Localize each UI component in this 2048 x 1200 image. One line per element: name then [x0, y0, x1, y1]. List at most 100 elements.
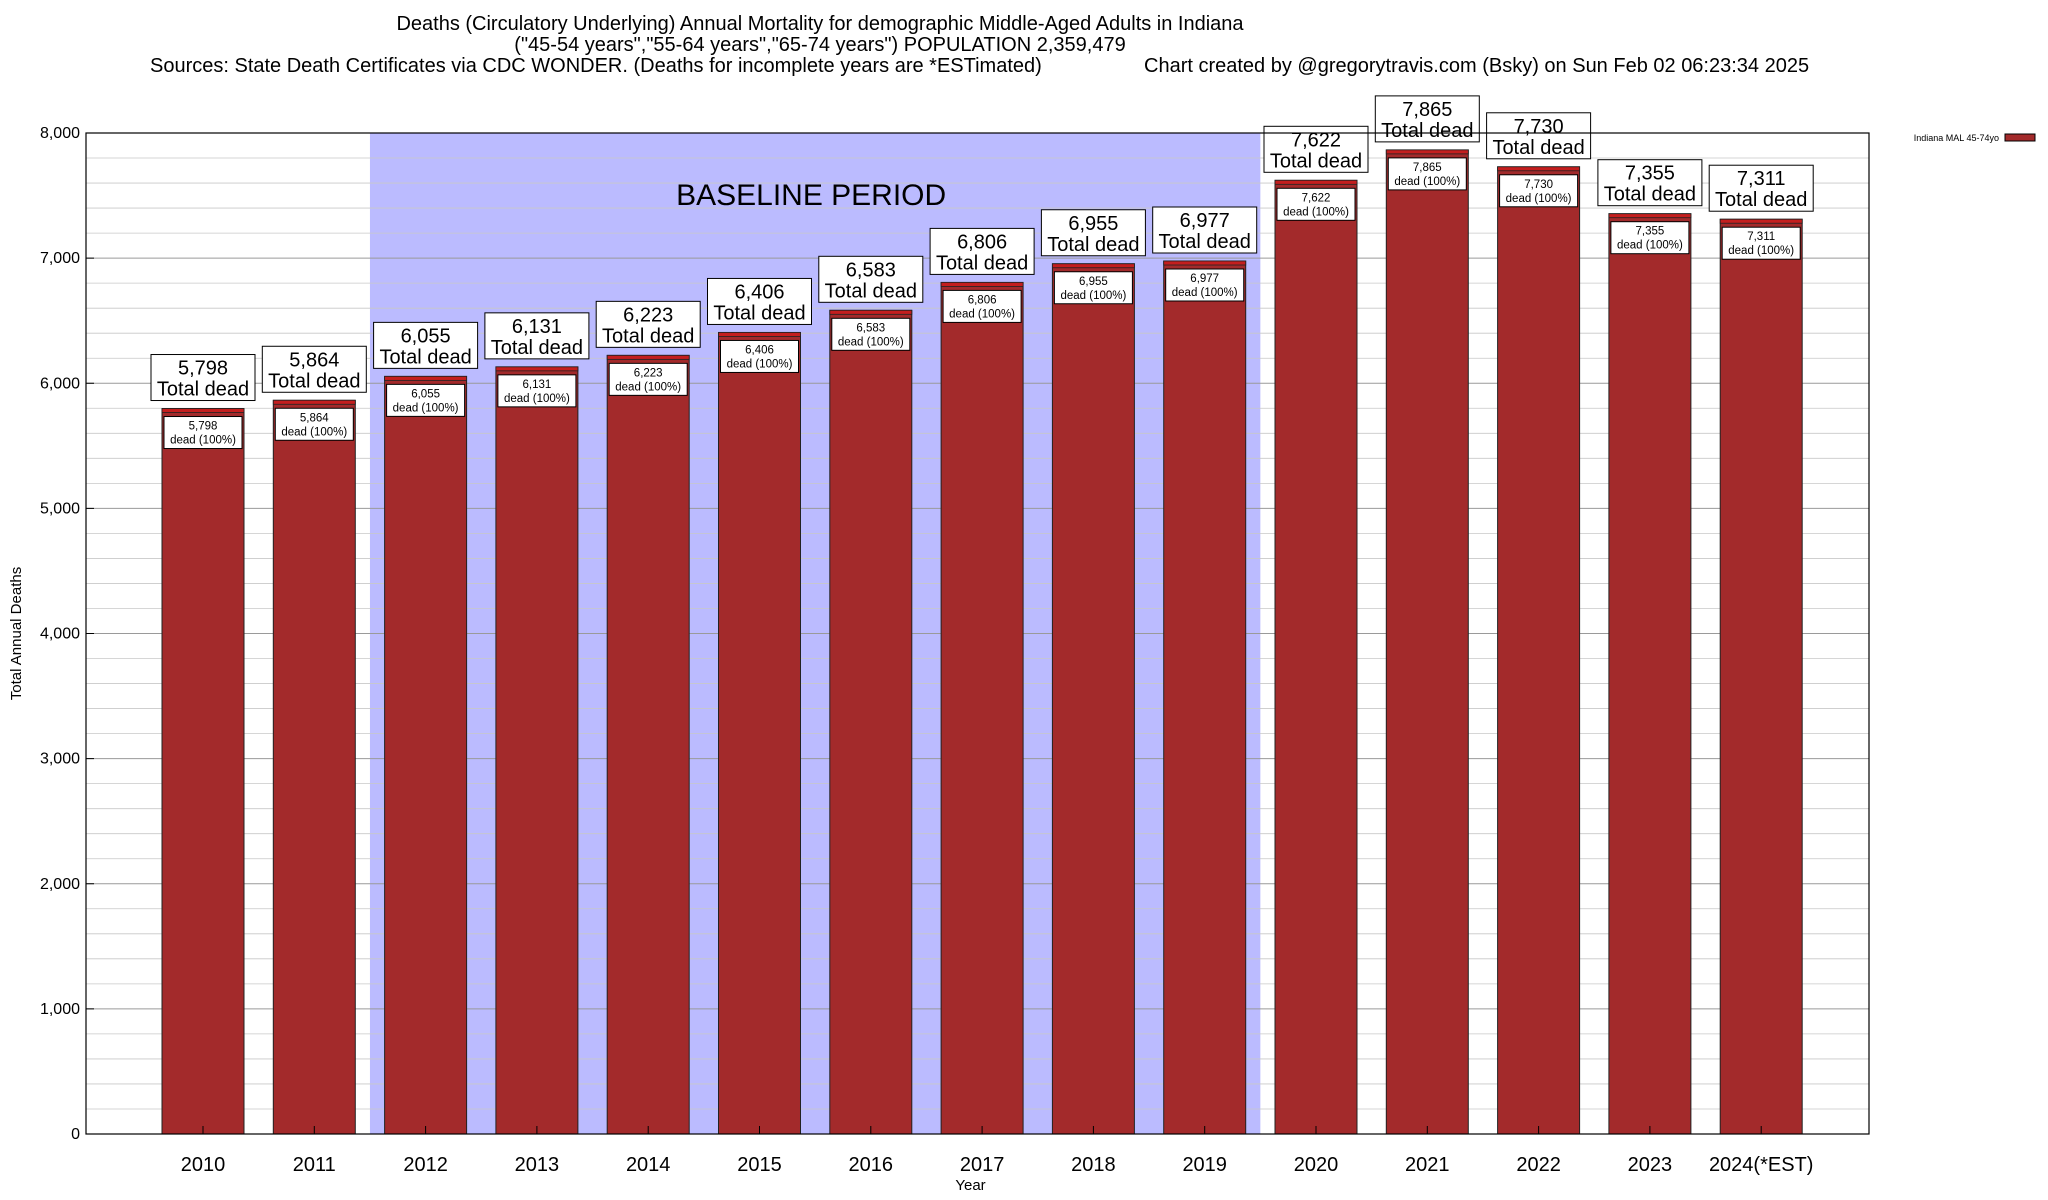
inner-dead-label: dead (100%)	[949, 308, 1015, 320]
total-label-box	[1374, 95, 1480, 143]
inner-label-box	[386, 383, 466, 417]
inner-value-label: 6,806	[968, 294, 997, 306]
bar-top-band	[384, 375, 468, 381]
total-dead-label: Total dead	[379, 346, 471, 368]
bar-2018	[1051, 263, 1135, 1135]
chart-title: Deaths (Circulatory Underlying) Annual M…	[396, 13, 1244, 35]
total-dead-label: Total dead	[1047, 234, 1139, 256]
chart-sources: Sources: State Death Certificates via CD…	[150, 55, 1042, 77]
inner-dead-label: dead (100%)	[615, 381, 681, 393]
inner-value-label: 7,730	[1524, 179, 1553, 191]
y-axis-label: Total Annual Deaths	[8, 567, 25, 700]
bar-2019	[1163, 260, 1247, 1135]
x-tick-label: 2013	[515, 1154, 560, 1176]
total-label-box	[373, 321, 479, 369]
bar-2022	[1497, 166, 1581, 1135]
inner-dead-label: dead (100%)	[838, 336, 904, 348]
bar-2011	[272, 399, 356, 1135]
bar-top-band	[161, 408, 245, 413]
bar-2015	[718, 331, 801, 1135]
legend: Indiana MAL 45-74yo	[1914, 133, 2036, 143]
inner-dead-label: dead (100%)	[727, 358, 793, 370]
total-dead-label: Total dead	[1492, 137, 1584, 159]
legend-label: Indiana MAL 45-74yo	[1914, 133, 1999, 143]
axes: 0 1,000 2,000 3,000 4,000 5,000 6,000 7,000 8,00…	[8, 125, 1870, 1194]
total-value-label: 5,864	[289, 349, 339, 371]
y-tick-label: 2,000	[40, 876, 80, 893]
bar-top-band	[1052, 263, 1135, 269]
x-tick-label: 2012	[403, 1154, 448, 1176]
inner-label-box	[1387, 157, 1467, 191]
total-dead-label: Total dead	[1381, 120, 1473, 142]
x-tick-label: 2017	[960, 1154, 1005, 1176]
bar-top-band	[1608, 213, 1692, 219]
inner-value-label: 7,311	[1747, 231, 1775, 243]
total-label-box	[818, 255, 924, 303]
inner-label-box	[274, 407, 354, 441]
inner-value-label: 6,583	[856, 322, 885, 334]
inner-label-box	[1165, 268, 1245, 302]
y-tick-label: 4,000	[40, 626, 80, 643]
bar-2010	[161, 408, 245, 1135]
bar-top-band	[829, 309, 913, 315]
inner-label-box	[942, 289, 1022, 323]
inner-dead-label: dead (100%)	[281, 426, 347, 438]
total-label-box	[929, 227, 1035, 275]
total-label-box	[1708, 164, 1814, 212]
inner-value-label: 6,406	[745, 344, 774, 356]
x-tick-label: 2024(*EST)	[1709, 1154, 1814, 1176]
total-value-label: 7,622	[1291, 129, 1341, 151]
total-dead-label: Total dead	[1604, 184, 1696, 206]
inner-label-box	[720, 339, 799, 373]
bars	[161, 149, 1803, 1135]
total-label-box	[1263, 125, 1369, 173]
x-tick-label: 2018	[1071, 1154, 1116, 1176]
bar-top-band	[1274, 179, 1358, 185]
baseline-label: BASELINE PERIOD	[676, 179, 946, 212]
bar-top-band	[1163, 260, 1247, 266]
total-label-box	[595, 300, 701, 348]
inner-label-box	[1610, 221, 1690, 255]
bar-top-band	[940, 281, 1024, 287]
total-value-label: 6,583	[846, 259, 896, 281]
inner-label-box	[1276, 187, 1356, 221]
chart-subtitle: ("45-54 years","55-64 years","65-74 year…	[514, 34, 1126, 56]
bar-top-band	[272, 399, 356, 405]
total-label-box	[707, 277, 812, 325]
bar-top-band	[606, 354, 690, 360]
total-dead-label: Total dead	[1715, 189, 1807, 211]
total-label-box	[1040, 209, 1146, 257]
inner-dead-label: dead (100%)	[170, 435, 236, 447]
inner-value-label: 6,977	[1190, 273, 1219, 285]
inner-label-box	[497, 374, 577, 408]
bar-top-band	[718, 332, 801, 337]
x-tick-label: 2022	[1516, 1154, 1561, 1176]
y-tick-label: 5,000	[40, 500, 80, 517]
inner-dead-label: dead (100%)	[1728, 245, 1794, 257]
y-tick-label: 6,000	[40, 375, 80, 392]
x-tick-label: 2023	[1628, 1154, 1673, 1176]
total-value-label: 6,406	[734, 281, 784, 303]
y-tick-label: 3,000	[40, 751, 80, 768]
inner-value-label: 6,223	[634, 367, 663, 379]
y-tick-label: 1,000	[40, 1001, 80, 1018]
total-value-label: 6,806	[957, 231, 1007, 253]
total-dead-label: Total dead	[713, 302, 805, 324]
inner-value-label: 7,355	[1636, 226, 1665, 238]
bar-top-band	[1497, 166, 1580, 172]
bar-2017	[940, 281, 1024, 1135]
total-dead-label: Total dead	[1270, 150, 1362, 172]
inner-dead-label: dead (100%)	[1283, 206, 1349, 218]
inner-label-box	[608, 362, 688, 396]
total-value-label: 5,798	[178, 358, 228, 380]
total-value-label: 6,223	[623, 304, 673, 326]
inner-label-box	[831, 317, 911, 351]
total-dead-label: Total dead	[157, 379, 249, 401]
x-tick-label: 2016	[849, 1154, 894, 1176]
total-dead-label: Total dead	[491, 337, 583, 359]
x-tick-label: 2015	[737, 1154, 782, 1176]
total-dead-label: Total dead	[936, 252, 1028, 274]
inner-value-label: 5,864	[300, 412, 329, 424]
